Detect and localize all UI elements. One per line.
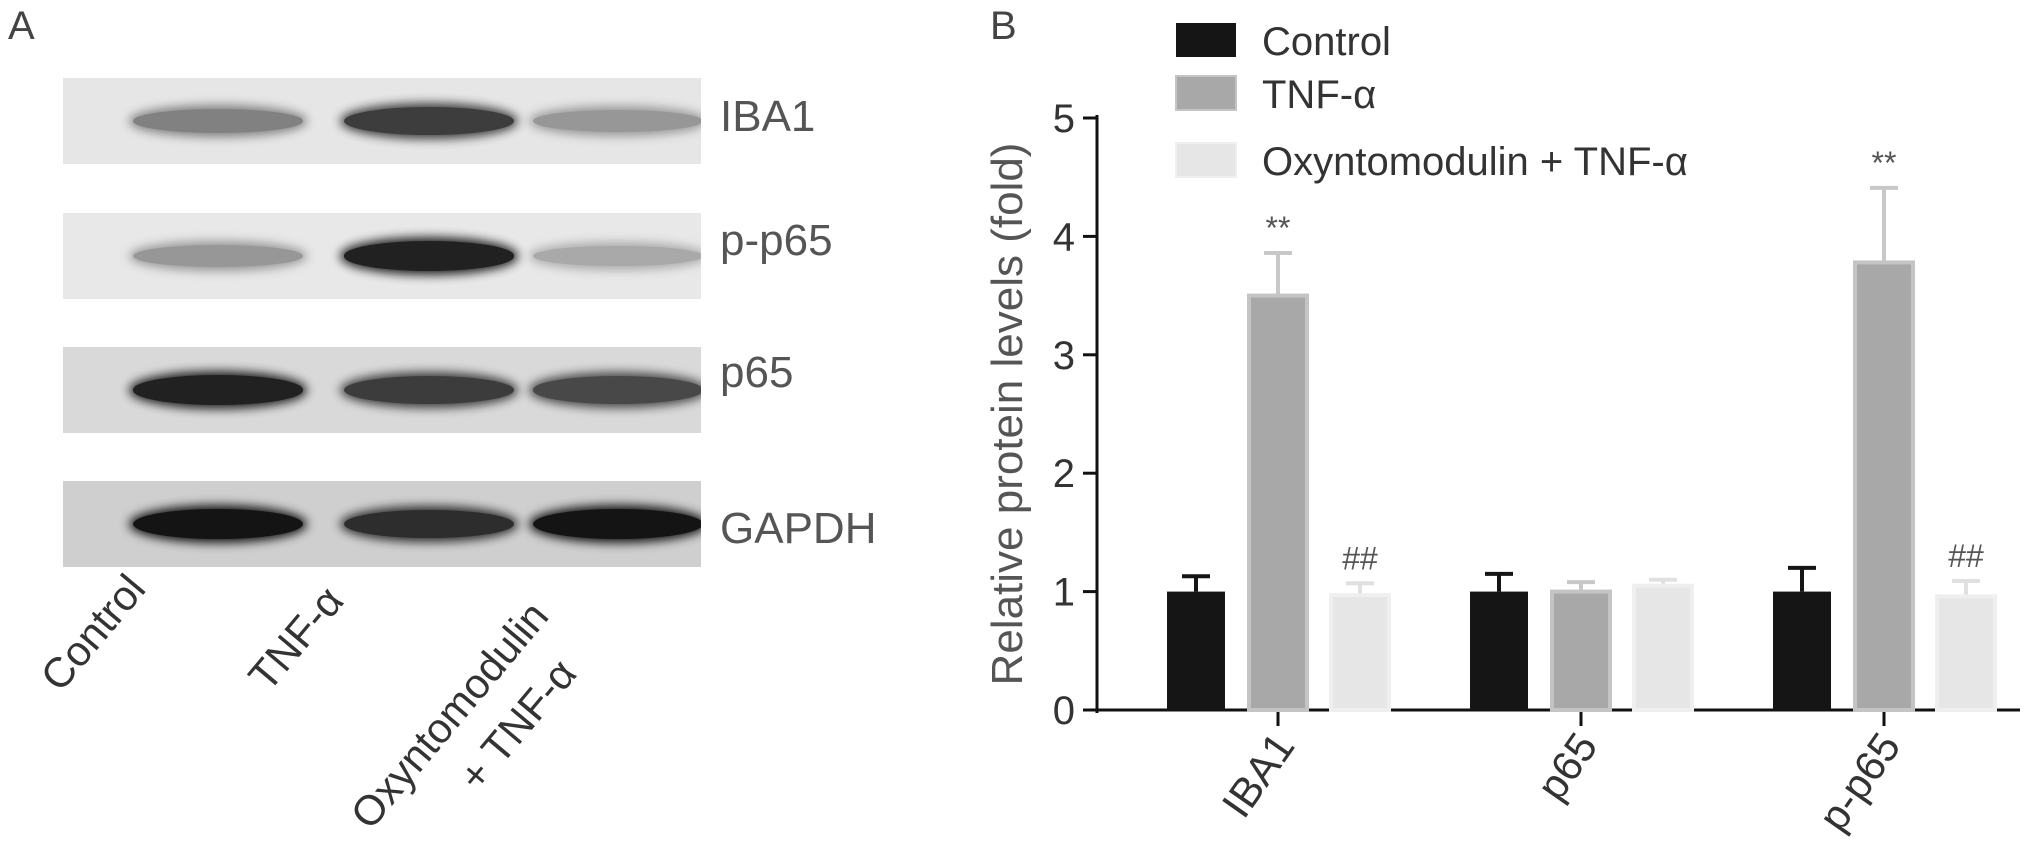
y-tick-label: 5 <box>1053 97 1075 141</box>
blot-band <box>533 376 701 404</box>
bar <box>1632 583 1694 712</box>
blot-band <box>344 509 514 539</box>
legend-swatch <box>1175 75 1237 111</box>
blot-band <box>533 245 701 267</box>
blot-band <box>344 241 514 271</box>
y-tick-label: 0 <box>1053 689 1075 733</box>
blot-band <box>344 107 514 135</box>
y-tick-label: 4 <box>1053 215 1075 259</box>
panel-letter-b: B <box>990 4 1017 48</box>
blot-band <box>133 109 303 133</box>
blot-p-p65 <box>63 213 701 299</box>
bar <box>1167 591 1225 710</box>
x-tick-label: IBA1 <box>1213 724 1304 826</box>
bar <box>1247 293 1309 712</box>
blot-band <box>133 375 303 405</box>
lane-label-control: Control <box>31 565 155 700</box>
blot-band <box>344 376 514 404</box>
bar-chart: 0 1 2 3 4 5 Relative protein levels (fold) IBA1… <box>983 20 2020 839</box>
bar <box>1550 589 1612 712</box>
bar <box>1329 593 1391 712</box>
x-tick-label: p-p65 <box>1809 724 1909 839</box>
bar <box>1773 591 1831 710</box>
y-tick-label: 2 <box>1053 452 1075 496</box>
blot-band <box>533 109 701 133</box>
significance-label: ## <box>1342 540 1378 576</box>
legend-swatch <box>1176 23 1236 57</box>
significance-label: ** <box>1872 145 1897 181</box>
y-tick-label: 3 <box>1053 334 1075 378</box>
blot-band <box>133 244 303 268</box>
band-label-p65: p65 <box>720 348 794 397</box>
bar <box>1935 594 1997 712</box>
bar <box>1470 591 1528 710</box>
legend-entry: TNF-α <box>1262 73 1376 117</box>
blot-p65 <box>63 347 701 433</box>
legend-swatch <box>1175 142 1237 178</box>
blot-band <box>133 509 303 539</box>
y-tick-label: 1 <box>1053 571 1075 615</box>
significance-label: ** <box>1266 210 1291 246</box>
bar <box>1853 260 1915 712</box>
band-label-iba1: IBA1 <box>720 92 816 141</box>
legend-entry: Oxyntomodulin + TNF-α <box>1262 140 1688 184</box>
significance-label: ## <box>1948 538 1984 574</box>
band-label-gapdh: GAPDH <box>720 504 877 553</box>
blot-band <box>533 509 701 539</box>
western-blot-panel: A IBA1 p-p65 p65 GAPDH Control TNF-α Oxy… <box>0 0 960 868</box>
legend-entry: Control <box>1262 20 1391 64</box>
blot-iba1 <box>63 78 701 164</box>
lane-label-tnf: TNF-α <box>239 577 353 700</box>
y-axis-label: Relative protein levels (fold) <box>983 143 1032 686</box>
blot-gapdh <box>63 481 701 567</box>
x-tick-label: p65 <box>1528 724 1607 808</box>
bar-chart-panel: B 0 1 2 3 4 5 Relative protein levels (fold) IB… <box>960 0 2031 868</box>
panel-letter-a: A <box>8 4 35 48</box>
band-label-p-p65: p-p65 <box>720 216 833 265</box>
